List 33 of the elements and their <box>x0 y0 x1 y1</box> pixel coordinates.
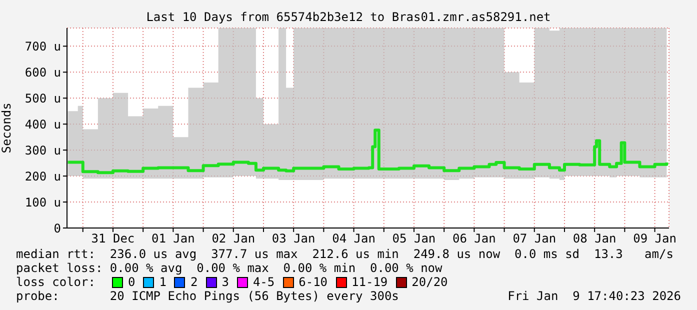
y-tick-label: 500 u <box>24 91 61 106</box>
x-tick-label: 09 Jan <box>633 232 676 246</box>
x-tick-label: 03 Jan <box>272 232 316 246</box>
text: probe: 20 ICMP Echo Pings (56 Bytes) every 300s <box>16 289 399 303</box>
x-tick-label: 07 Jan <box>512 232 556 246</box>
x-tick-label: 04 Jan <box>332 232 376 246</box>
y-tick-label: 300 u <box>24 143 61 158</box>
y-tick-label: 700 u <box>24 39 61 54</box>
text: median rtt: 236.0 us avg 377.7 us max 212.6 us min 249.8 us now 0.0 ms sd 13.3 am/s <box>16 247 674 261</box>
y-tick-label: 400 u <box>24 117 61 132</box>
x-tick-label: 02 Jan <box>212 232 256 246</box>
text: loss color: <box>16 275 96 289</box>
y-axis-title: Seconds <box>0 102 14 154</box>
y-tick-label: 0 <box>54 221 61 236</box>
text: 3 <box>222 275 229 289</box>
y-tick-label: 600 u <box>24 65 61 80</box>
x-tick-label: 31 Dec <box>91 232 135 246</box>
text: 4-5 <box>252 275 275 289</box>
text: 6-10 <box>298 275 328 289</box>
text: 20/20 <box>412 275 448 289</box>
x-tick-label: 08 Jan <box>572 232 616 246</box>
y-tick-label: 100 u <box>24 195 61 210</box>
text: 2 <box>190 275 198 289</box>
text: packet loss: 0.00 % avg 0.00 % max 0.00 % min 0.00 % now <box>16 261 442 275</box>
x-tick-label: 06 Jan <box>452 232 496 246</box>
text: 11-19 <box>352 275 388 289</box>
y-tick-label: 200 u <box>24 169 61 184</box>
text: 0 <box>128 275 136 289</box>
x-tick-label: 05 Jan <box>392 232 436 246</box>
chart-title: Last 10 Days from 65574b2b3e12 to Bras01.zmr.as58291.net <box>145 10 552 24</box>
x-tick-label: 01 Jan <box>152 232 195 246</box>
text: Fri Jan 9 17:40:23 2026 <box>508 289 681 303</box>
text: 1 <box>159 275 166 289</box>
